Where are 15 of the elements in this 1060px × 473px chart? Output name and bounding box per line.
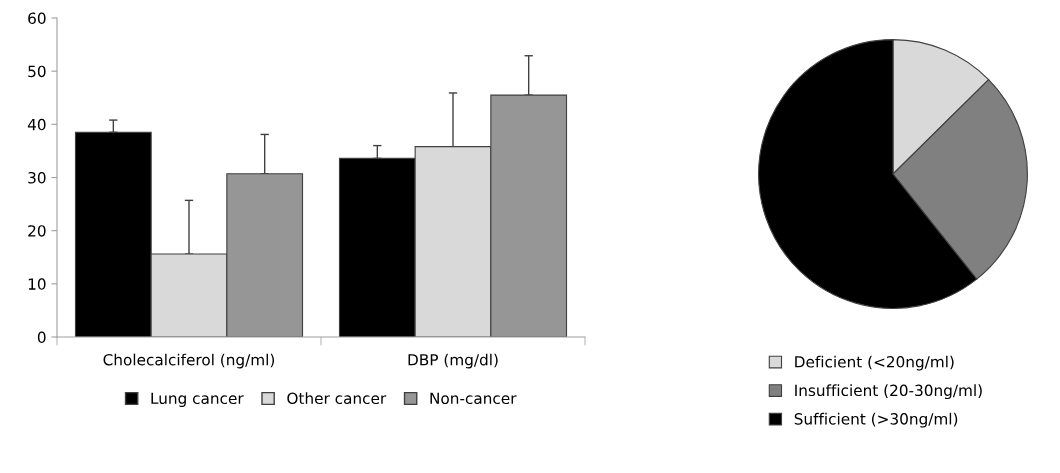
y-tick-label: 60 <box>28 12 46 25</box>
legend-label: Sufficient (>30ng/ml) <box>794 412 958 428</box>
x-tick-label: DBP (mg/dl) <box>408 353 498 369</box>
legend-label: Other cancer <box>287 392 387 405</box>
legend-label: Insufficient (20-30ng/ml) <box>795 384 982 400</box>
legend-label: Deficient (<20ng/ml) <box>795 355 954 371</box>
y-tick-label: 50 <box>28 65 46 78</box>
y-tick-label: 40 <box>27 118 46 131</box>
y-tick-label: 10 <box>28 278 46 290</box>
x-tick-label: Cholecalciferol (ng/ml) <box>103 353 275 369</box>
legend-label: Non-cancer <box>430 392 517 405</box>
y-tick-label: 0 <box>37 331 46 344</box>
y-tick-label: 30 <box>28 171 46 184</box>
y-tick-label: 20 <box>28 225 46 237</box>
legend-label: Lung cancer <box>151 392 244 408</box>
